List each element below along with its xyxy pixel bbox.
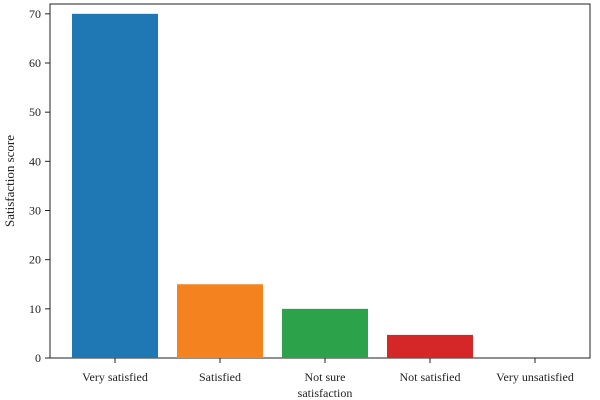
x-tick-label: Satisfied [199, 370, 241, 384]
bar-not-sure-satisfaction [282, 308, 368, 358]
y-axis-ticks: 0 10 20 30 40 50 60 70 [29, 7, 50, 365]
bar-very-satisfied [72, 13, 158, 358]
x-axis-ticks: Very satisfied Satisfied Not sure satisfact… [82, 358, 574, 400]
x-tick-label: Very unsatisfied [496, 370, 574, 384]
y-tick-label: 0 [35, 351, 41, 365]
y-tick-label: 70 [29, 7, 41, 21]
bar-satisfied [177, 284, 263, 358]
y-tick-label: 40 [29, 154, 41, 168]
y-axis-title: Satisfaction score [2, 135, 17, 227]
y-tick-label: 20 [29, 253, 41, 267]
x-tick-label: Not satisfied [400, 370, 461, 384]
bar-not-satisfied [387, 334, 473, 358]
x-tick-label: Very satisfied [82, 370, 148, 384]
y-tick-label: 30 [29, 204, 41, 218]
y-tick-label: 50 [29, 105, 41, 119]
x-tick-label: Not sure satisfaction [298, 370, 353, 400]
y-tick-label: 10 [29, 302, 41, 316]
y-tick-label: 60 [29, 56, 41, 70]
bars-group [72, 13, 473, 358]
